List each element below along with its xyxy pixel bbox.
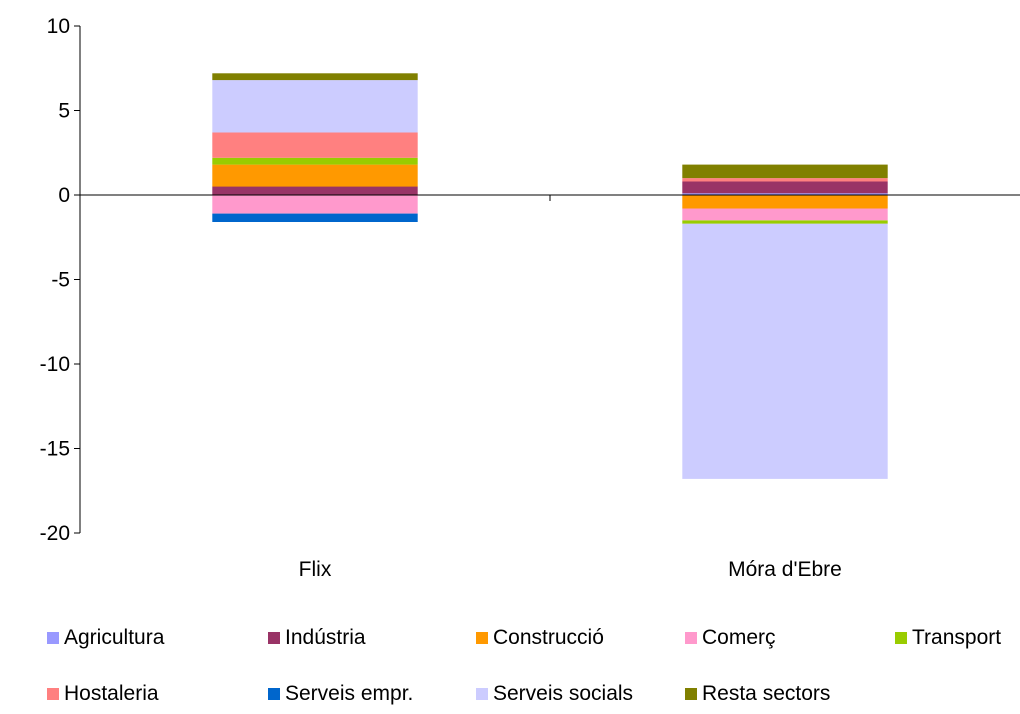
bar-segment-0-2 xyxy=(212,164,418,187)
bar-segment-0-3 xyxy=(212,195,418,214)
y-tick-label: 5 xyxy=(58,100,70,123)
bar-segment-1-7 xyxy=(682,223,888,479)
legend-item: Comerç xyxy=(685,626,776,650)
legend-label: Construcció xyxy=(493,626,604,649)
legend-item: Resta sectors xyxy=(685,682,830,706)
legend-swatch xyxy=(476,688,488,700)
bars-group xyxy=(212,73,888,479)
bar-segment-0-8 xyxy=(212,73,418,81)
legend-label: Hostaleria xyxy=(64,682,159,705)
y-tick-label: -20 xyxy=(40,522,70,545)
legend-swatch xyxy=(685,688,697,700)
bar-segment-0-1 xyxy=(212,186,418,195)
bar-segment-1-2 xyxy=(682,195,888,209)
y-tick-label: 0 xyxy=(58,184,70,207)
bar-segment-1-3 xyxy=(682,208,888,221)
legend-item: Hostaleria xyxy=(47,682,159,706)
bar-segment-0-5 xyxy=(212,132,418,158)
legend-swatch xyxy=(476,632,488,644)
bar-segment-1-5 xyxy=(682,178,888,182)
legend-item: Serveis empr. xyxy=(268,682,413,706)
category-label: Móra d'Ebre xyxy=(728,558,842,581)
legend-label: Transport xyxy=(912,626,1002,649)
bar-segment-1-1 xyxy=(682,181,888,194)
bar-segment-1-8 xyxy=(682,164,888,179)
bar-segment-1-4 xyxy=(682,220,888,224)
category-label: Flix xyxy=(299,558,332,581)
legend-label: Agricultura xyxy=(64,626,165,649)
bar-segment-0-4 xyxy=(212,157,418,165)
legend-swatch xyxy=(268,688,280,700)
legend-label: Comerç xyxy=(702,626,776,649)
bar-segment-0-7 xyxy=(212,80,418,133)
legend-item: Agricultura xyxy=(47,626,164,650)
legend-item: Serveis socials xyxy=(476,682,633,706)
legend-label: Serveis socials xyxy=(493,682,634,705)
y-tick-label: 10 xyxy=(47,15,70,38)
legend-label: Indústria xyxy=(285,626,366,649)
legend-item: Transport xyxy=(895,626,1001,650)
legend-label: Serveis empr. xyxy=(285,682,414,705)
legend-item: Indústria xyxy=(268,626,366,650)
legend-swatch xyxy=(47,688,59,700)
legend: Agricultura Indústria Construcció Comerç Tra… xyxy=(0,610,1020,714)
legend-label: Resta sectors xyxy=(702,682,831,705)
bar-segment-1-0 xyxy=(682,193,888,195)
stacked-bar-chart: Flix Móra d'Ebre 10 5 0 -5 -10 -15 -20 xyxy=(40,15,1020,581)
axes-group: Flix Móra d'Ebre 10 5 0 -5 -10 -15 -20 xyxy=(40,15,1020,581)
legend-swatch xyxy=(685,632,697,644)
y-tick-label: -10 xyxy=(40,353,70,376)
y-tick-label: -15 xyxy=(40,438,70,461)
legend-item: Construcció xyxy=(476,626,604,650)
y-tick-label: -5 xyxy=(51,269,70,292)
legend-swatch xyxy=(895,632,907,644)
bar-segment-0-6 xyxy=(212,213,418,222)
legend-swatch xyxy=(268,632,280,644)
legend-swatch xyxy=(47,632,59,644)
